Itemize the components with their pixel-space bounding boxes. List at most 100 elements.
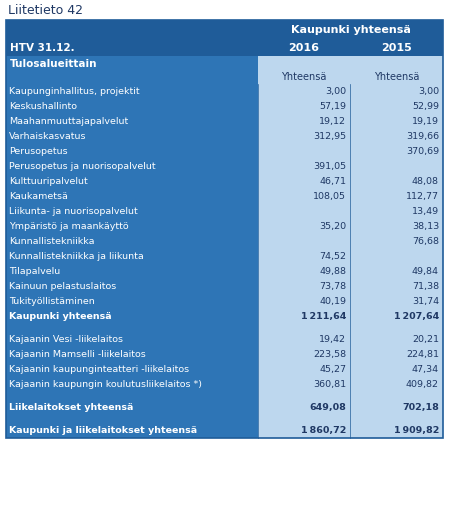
Bar bbox=[350, 324, 443, 332]
Bar bbox=[350, 174, 443, 189]
Text: 76,68: 76,68 bbox=[412, 237, 439, 246]
Bar bbox=[258, 189, 350, 204]
Bar bbox=[350, 249, 443, 264]
Bar bbox=[6, 56, 258, 84]
Text: 19,42: 19,42 bbox=[319, 335, 346, 344]
Text: Tilapalvelu: Tilapalvelu bbox=[9, 267, 60, 276]
Text: 224,81: 224,81 bbox=[406, 350, 439, 359]
Text: 20,21: 20,21 bbox=[412, 335, 439, 344]
Text: Liikunta- ja nuorisopalvelut: Liikunta- ja nuorisopalvelut bbox=[9, 207, 138, 216]
Bar bbox=[6, 362, 258, 377]
Bar bbox=[350, 279, 443, 294]
Bar bbox=[350, 377, 443, 392]
Bar bbox=[350, 159, 443, 174]
Text: 702,18: 702,18 bbox=[402, 403, 439, 412]
Bar bbox=[258, 56, 350, 84]
Bar bbox=[258, 347, 350, 362]
Bar bbox=[258, 234, 350, 249]
Bar bbox=[258, 324, 350, 332]
Bar bbox=[350, 309, 443, 324]
Bar bbox=[350, 234, 443, 249]
Bar bbox=[6, 309, 258, 324]
Bar bbox=[258, 219, 350, 234]
Bar bbox=[6, 249, 258, 264]
Text: 3,00: 3,00 bbox=[418, 87, 439, 96]
Text: Liikelaitokset yhteensä: Liikelaitokset yhteensä bbox=[9, 403, 133, 412]
Bar bbox=[350, 129, 443, 144]
Bar bbox=[0, 0, 449, 20]
Bar bbox=[6, 204, 258, 219]
Text: 48,08: 48,08 bbox=[412, 177, 439, 186]
Text: 52,99: 52,99 bbox=[412, 102, 439, 111]
Bar bbox=[258, 114, 350, 129]
Text: 19,12: 19,12 bbox=[319, 117, 346, 126]
Text: Varhaiskasvatus: Varhaiskasvatus bbox=[9, 132, 87, 141]
Bar bbox=[258, 20, 443, 40]
Bar bbox=[350, 332, 443, 347]
Text: 45,27: 45,27 bbox=[319, 365, 346, 374]
Text: 2016: 2016 bbox=[289, 43, 320, 53]
Bar bbox=[258, 40, 350, 56]
Text: 319,66: 319,66 bbox=[406, 132, 439, 141]
Bar bbox=[350, 204, 443, 219]
Bar bbox=[258, 294, 350, 309]
Bar bbox=[350, 56, 443, 84]
Text: 1 909,82: 1 909,82 bbox=[394, 426, 439, 435]
Bar bbox=[350, 84, 443, 99]
Bar bbox=[6, 324, 258, 332]
Bar bbox=[6, 99, 258, 114]
Text: 19,19: 19,19 bbox=[412, 117, 439, 126]
Text: 370,69: 370,69 bbox=[406, 147, 439, 156]
Text: Kunnallistekniikka: Kunnallistekniikka bbox=[9, 237, 94, 246]
Text: 46,71: 46,71 bbox=[319, 177, 346, 186]
Text: 2015: 2015 bbox=[381, 43, 412, 53]
Text: Maahanmuuttajapalvelut: Maahanmuuttajapalvelut bbox=[9, 117, 128, 126]
Text: 108,05: 108,05 bbox=[313, 192, 346, 201]
Bar bbox=[6, 174, 258, 189]
Bar bbox=[258, 400, 350, 415]
Bar bbox=[258, 129, 350, 144]
Text: 649,08: 649,08 bbox=[309, 403, 346, 412]
Text: 1 860,72: 1 860,72 bbox=[301, 426, 346, 435]
Text: Tulosalueittain: Tulosalueittain bbox=[10, 59, 97, 69]
Bar bbox=[258, 99, 350, 114]
Bar bbox=[6, 159, 258, 174]
Bar bbox=[350, 144, 443, 159]
Text: Yhteensä: Yhteensä bbox=[374, 72, 419, 82]
Text: Kunnallistekniikka ja liikunta: Kunnallistekniikka ja liikunta bbox=[9, 252, 144, 261]
Text: 57,19: 57,19 bbox=[319, 102, 346, 111]
Bar bbox=[350, 423, 443, 438]
Bar bbox=[258, 174, 350, 189]
Text: HTV 31.12.: HTV 31.12. bbox=[10, 43, 75, 53]
Text: 47,34: 47,34 bbox=[412, 365, 439, 374]
Bar bbox=[6, 219, 258, 234]
Bar bbox=[350, 400, 443, 415]
Text: 13,49: 13,49 bbox=[412, 207, 439, 216]
Text: Kaukametsä: Kaukametsä bbox=[9, 192, 68, 201]
Bar bbox=[6, 294, 258, 309]
Bar bbox=[6, 377, 258, 392]
Bar bbox=[350, 219, 443, 234]
Bar bbox=[258, 377, 350, 392]
Bar bbox=[6, 20, 443, 438]
Text: Kajaanin kaupunginteatteri -liikelaitos: Kajaanin kaupunginteatteri -liikelaitos bbox=[9, 365, 189, 374]
Bar bbox=[350, 189, 443, 204]
Text: Perusopetus ja nuorisopalvelut: Perusopetus ja nuorisopalvelut bbox=[9, 162, 156, 171]
Text: Kajaanin Mamselli -liikelaitos: Kajaanin Mamselli -liikelaitos bbox=[9, 350, 146, 359]
Text: 112,77: 112,77 bbox=[406, 192, 439, 201]
Bar bbox=[258, 144, 350, 159]
Bar bbox=[6, 20, 443, 40]
Text: 35,20: 35,20 bbox=[319, 222, 346, 231]
Bar bbox=[258, 159, 350, 174]
Bar bbox=[258, 279, 350, 294]
Bar bbox=[6, 400, 258, 415]
Bar bbox=[350, 264, 443, 279]
Bar bbox=[6, 279, 258, 294]
Text: 1 207,64: 1 207,64 bbox=[394, 312, 439, 321]
Bar bbox=[6, 423, 258, 438]
Bar bbox=[6, 129, 258, 144]
Bar bbox=[350, 415, 443, 423]
Text: Kaupunki yhteensä: Kaupunki yhteensä bbox=[9, 312, 112, 321]
Text: 391,05: 391,05 bbox=[313, 162, 346, 171]
Text: Liitetieto 42: Liitetieto 42 bbox=[8, 4, 83, 17]
